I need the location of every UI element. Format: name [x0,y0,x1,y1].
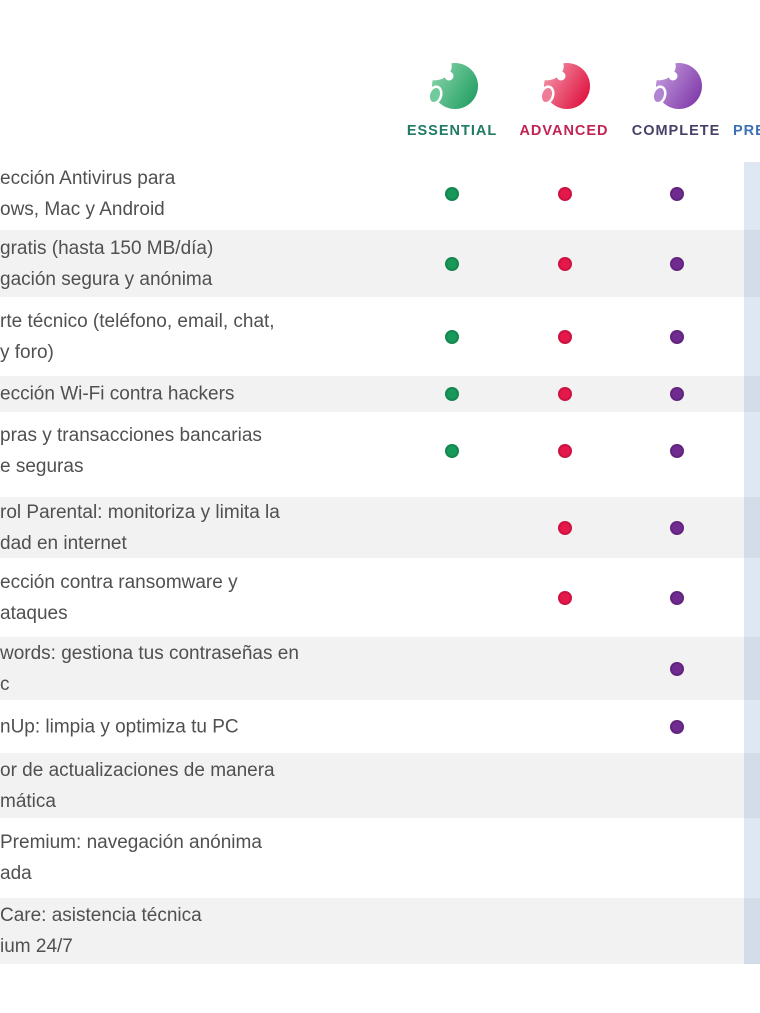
feature-row: words: gestiona tus contraseñas en c [0,637,744,700]
plan-name-advanced: ADVANCED [519,123,609,139]
feature-label: rte técnico (teléfono, email, chat, y for… [0,310,275,363]
plan-col-premium: PREMIUM [732,55,760,139]
included-dot-essential [445,444,459,458]
premium-column-highlight [744,162,760,964]
feature-label: nUp: limpia y optimiza tu PC [0,716,239,737]
feature-label: words: gestiona tus contraseñas en c [0,642,299,695]
premium-stripe [744,230,760,297]
included-dot-advanced [558,444,572,458]
feature-label: or de actualizaciones de manera mática [0,759,275,812]
included-dot-advanced [558,187,572,201]
premium-stripe [744,637,760,700]
feature-row: ección contra ransomware y ataques [0,562,744,633]
included-dot-advanced [558,590,572,605]
panda-logo-premium-icon [752,55,760,112]
premium-stripe [744,898,760,964]
feature-row: rol Parental: monitoriza y limita la dad … [0,497,744,558]
included-dot-complete [670,187,684,201]
feature-row: rte técnico (teléfono, email, chat, y for… [0,301,744,372]
feature-row: Premium: navegación anónima ada [0,822,744,894]
feature-row: pras y transacciones bancarias e seguras [0,416,744,486]
panda-logo-complete-icon [646,55,702,112]
feature-row: ección Wi-Fi contra hackers [0,376,744,412]
included-dot-essential [445,329,459,344]
included-dot-essential [445,387,459,401]
feature-label: Premium: navegación anónima ada [0,832,262,884]
feature-label: Care: asistencia técnica ium 24/7 [0,905,202,957]
included-dot-complete [670,590,684,605]
included-dot-complete [670,256,684,271]
premium-stripe [744,753,760,818]
included-dot-essential [445,256,459,271]
plan-name-essential: ESSENTIAL [406,123,498,139]
feature-label: ección Antivirus para ows, Mac y Android [0,168,176,220]
feature-label: gratis (hasta 150 MB/día) gación segura y… [0,237,214,290]
plan-col-essential: ESSENTIAL [396,55,508,139]
included-dot-complete [670,329,684,344]
plan-name-complete: COMPLETE [631,123,721,139]
plan-name-premium: PREMIUM [733,123,760,139]
included-dot-complete [670,444,684,458]
included-dot-complete [670,661,684,676]
plan-col-complete: COMPLETE [620,55,732,139]
plans-header: ESSENTIAL ADVANCED COMPLETE PREMIUM [0,0,760,150]
feature-row: Care: asistencia técnica ium 24/7 [0,898,744,964]
included-dot-essential [445,187,459,201]
feature-row: gratis (hasta 150 MB/día) gación segura y… [0,230,744,297]
feature-label: ección contra ransomware y ataques [0,571,238,624]
feature-row: ección Antivirus para ows, Mac y Android [0,162,744,226]
feature-label: rol Parental: monitoriza y limita la dad … [0,501,280,554]
feature-row: nUp: limpia y optimiza tu PC [0,704,744,749]
included-dot-complete [670,387,684,401]
included-dot-advanced [558,387,572,401]
feature-label: ección Wi-Fi contra hackers [0,383,235,405]
included-dot-complete [670,719,684,734]
included-dot-complete [670,520,684,535]
included-dot-advanced [558,329,572,344]
panda-logo-advanced-icon [534,55,590,112]
feature-label: pras y transacciones bancarias e seguras [0,425,262,477]
included-dot-advanced [558,256,572,271]
panda-logo-essential-icon [422,55,478,112]
feature-row: or de actualizaciones de manera mática [0,753,744,818]
premium-stripe [744,376,760,412]
plan-col-advanced: ADVANCED [508,55,620,139]
premium-stripe [744,497,760,558]
included-dot-advanced [558,520,572,535]
